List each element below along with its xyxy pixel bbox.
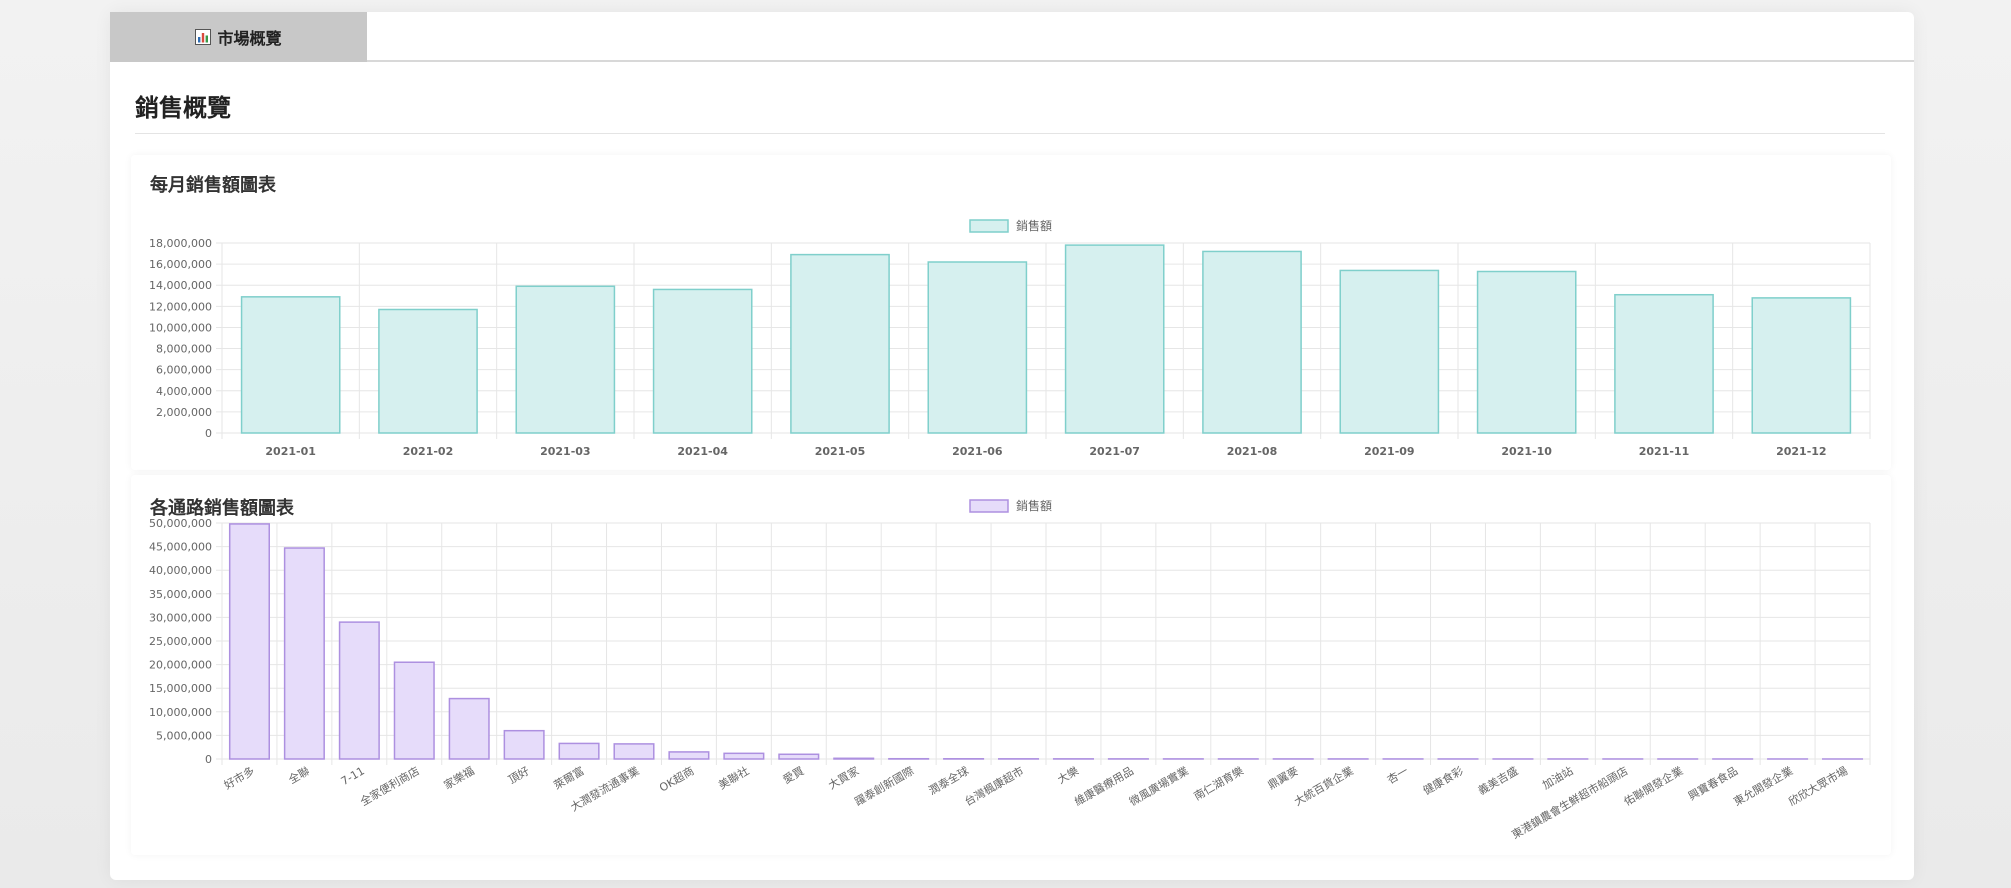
bar: [1476, 270, 1577, 434]
x-tick-label: 東允開發企業: [1731, 763, 1795, 808]
x-tick-label: 愛買: [781, 764, 807, 786]
y-tick-label: 8,000,000: [156, 343, 212, 356]
bar: [790, 253, 890, 434]
x-tick-label: 7-11: [339, 764, 367, 788]
y-tick-label: 2,000,000: [156, 406, 212, 419]
x-tick-label: 微風廣場實業: [1127, 763, 1191, 808]
x-tick-label: 大買家: [826, 763, 862, 792]
bar: [1614, 293, 1714, 434]
bar: [378, 308, 478, 434]
x-tick-label: 2021-06: [952, 445, 1003, 458]
legend-label: 銷售額: [1016, 218, 1052, 233]
x-tick-label: 2021-07: [1089, 445, 1140, 458]
tab-bar: 市場概覽: [110, 12, 1914, 62]
y-tick-label: 0: [205, 753, 212, 766]
x-tick-label: 欣欣大眾市場: [1786, 763, 1850, 808]
x-tick-label: 2021-10: [1501, 445, 1552, 458]
y-tick-label: 16,000,000: [149, 258, 212, 271]
x-tick-label: 頂好: [506, 763, 532, 786]
x-tick-label: 躍泰創新國際: [852, 763, 916, 808]
y-tick-label: 0: [205, 427, 212, 440]
y-tick-label: 14,000,000: [149, 279, 212, 292]
y-tick-label: 35,000,000: [149, 588, 212, 601]
y-tick-label: 50,000,000: [149, 517, 212, 530]
bar: [927, 261, 1028, 434]
bar: [1064, 244, 1165, 434]
x-tick-label: 大樂: [1055, 763, 1081, 786]
x-tick-label: 2021-08: [1227, 445, 1278, 458]
legend-label: 銷售額: [1016, 498, 1052, 513]
y-tick-label: 12,000,000: [149, 300, 212, 313]
y-tick-label: 10,000,000: [149, 706, 212, 719]
y-tick-label: 18,000,000: [149, 237, 212, 250]
x-tick-label: 大統百貨企業: [1291, 763, 1355, 808]
bar: [283, 547, 325, 760]
bar: [448, 697, 490, 760]
y-tick-label: 4,000,000: [156, 385, 212, 398]
bar: [1202, 250, 1302, 434]
y-tick-label: 15,000,000: [149, 682, 212, 695]
x-tick-label: 全家便利商店: [358, 763, 422, 808]
legend-swatch: [969, 499, 1009, 513]
bar: [1339, 269, 1440, 434]
legend-swatch: [969, 219, 1009, 233]
y-tick-label: 40,000,000: [149, 564, 212, 577]
x-tick-label: 2021-05: [815, 445, 866, 458]
y-tick-label: 10,000,000: [149, 321, 212, 334]
y-tick-label: 6,000,000: [156, 364, 212, 377]
tab-label: 市場概覽: [217, 29, 282, 48]
x-tick-label: 好市多: [221, 763, 257, 792]
monthly-chart-title: 每月銷售額圖表: [150, 175, 276, 196]
bar: [723, 752, 765, 760]
x-tick-label: 美聯社: [716, 763, 752, 792]
x-tick-label: 維康醫療用品: [1072, 763, 1136, 808]
bar: [228, 523, 270, 760]
bar: [1751, 297, 1852, 434]
x-tick-label: 2021-01: [265, 445, 316, 458]
tab-market-overview[interactable]: 市場概覽: [110, 12, 367, 62]
bar: [240, 296, 341, 434]
channel-chart-title: 各通路銷售額圖表: [150, 498, 294, 519]
x-tick-label: 萊爾富: [551, 763, 587, 792]
x-tick-label: 健康食彩: [1420, 763, 1465, 797]
bar: [503, 729, 545, 760]
x-tick-label: 杏一: [1385, 764, 1411, 786]
x-tick-label: 家樂福: [441, 763, 477, 792]
x-tick-label: 佑聯開發企業: [1621, 763, 1685, 808]
x-tick-label: 潤泰全球: [926, 763, 971, 797]
y-tick-label: 30,000,000: [149, 611, 212, 624]
bar: [613, 743, 655, 760]
x-tick-label: 2021-04: [677, 445, 728, 458]
x-tick-label: 台灣楓康超市: [962, 763, 1026, 808]
x-tick-label: 2021-03: [540, 445, 591, 458]
bar: [778, 753, 820, 760]
bar: [393, 661, 435, 760]
bar-chart-icon: [195, 29, 212, 45]
bar: [652, 288, 753, 434]
bar: [338, 621, 380, 760]
y-tick-label: 45,000,000: [149, 541, 212, 554]
y-tick-label: 20,000,000: [149, 659, 212, 672]
x-tick-label: 2021-11: [1639, 445, 1690, 458]
x-tick-label: OK超商: [657, 763, 697, 794]
bar: [668, 751, 710, 760]
x-tick-label: 鼎翼麥: [1266, 764, 1301, 792]
x-tick-label: 2021-12: [1776, 445, 1827, 458]
y-tick-label: 5,000,000: [156, 729, 212, 742]
title-divider: [135, 133, 1885, 134]
bar: [558, 742, 600, 760]
x-tick-label: 義美吉盛: [1475, 763, 1520, 797]
x-tick-label: 2021-02: [403, 445, 454, 458]
x-tick-label: 加油站: [1540, 763, 1576, 792]
page-title: 銷售概覽: [135, 94, 231, 122]
x-tick-label: 全聯: [286, 763, 312, 786]
x-tick-label: 南仁湖育樂: [1191, 763, 1246, 803]
bar: [833, 757, 875, 760]
y-tick-label: 25,000,000: [149, 635, 212, 648]
bar: [515, 285, 616, 434]
x-tick-label: 2021-09: [1364, 445, 1415, 458]
